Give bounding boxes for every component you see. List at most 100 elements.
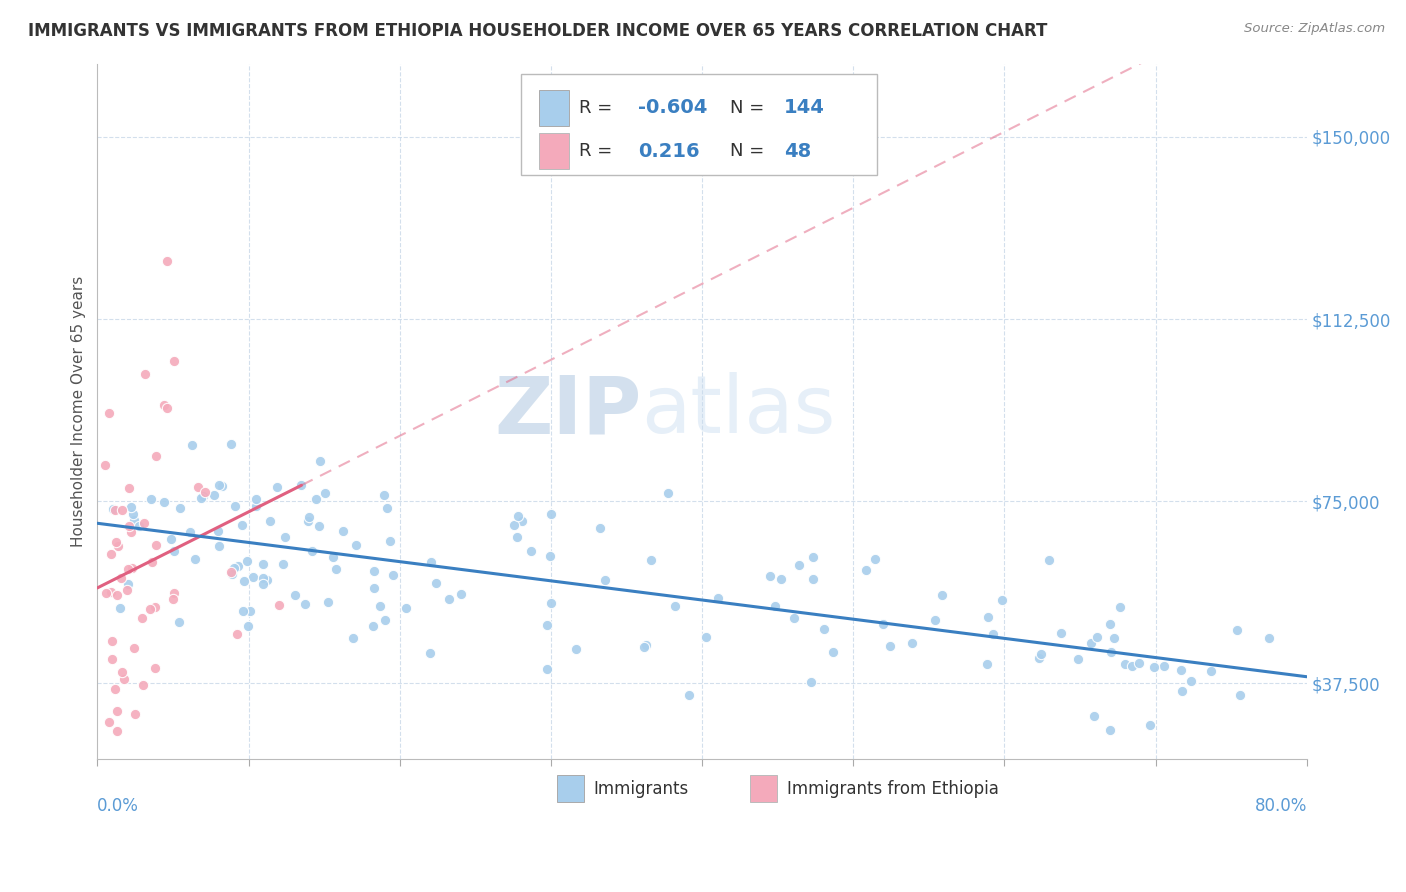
Point [981,627,1004,641]
Point [294,597,316,611]
Point [239,604,262,618]
Point [800,675,823,690]
Point [290,477,312,491]
Point [1180,674,1202,689]
Point [363,564,385,578]
Point [510,514,533,528]
Point [145,449,167,463]
Point [1114,657,1136,671]
Point [139,491,162,506]
Point [202,488,225,502]
Point [678,689,700,703]
Text: R =: R = [579,142,623,160]
Point [252,571,274,585]
Point [1170,683,1192,698]
Point [1038,553,1060,567]
Point [976,657,998,671]
Point [1028,650,1050,665]
Point [789,558,811,572]
Text: Immigrants: Immigrants [593,780,689,797]
Point [1099,723,1122,737]
Point [120,500,142,514]
Point [252,557,274,571]
Y-axis label: Householder Income Over 65 years: Householder Income Over 65 years [72,276,86,547]
Point [117,577,139,591]
Point [879,639,901,653]
Point [222,561,245,575]
Point [163,354,186,368]
Point [565,641,588,656]
Point [120,525,142,540]
Point [536,618,558,632]
Point [1102,632,1125,646]
Point [657,485,679,500]
Point [863,552,886,566]
Point [207,524,229,539]
Point [117,582,139,597]
Point [104,681,127,696]
Point [538,549,561,563]
Text: 0.216: 0.216 [638,142,700,161]
Point [309,454,332,468]
Point [256,573,278,587]
Point [271,557,294,571]
Point [332,524,354,539]
Point [640,553,662,567]
Point [1143,660,1166,674]
Point [1099,616,1122,631]
Point [219,436,242,450]
Point [450,587,472,601]
Point [184,552,207,566]
Point [1199,665,1222,679]
Point [191,489,214,503]
Point [322,550,344,565]
Point [1067,652,1090,666]
Point [94,586,117,600]
Point [1083,708,1105,723]
Point [274,530,297,544]
Point [1139,717,1161,731]
Text: 144: 144 [785,98,825,118]
Point [224,499,246,513]
Point [770,573,793,587]
Point [305,491,328,506]
Point [316,594,339,608]
Point [104,503,127,517]
Point [1050,625,1073,640]
Point [813,623,835,637]
Text: ZIP: ZIP [495,373,641,450]
Point [1153,659,1175,673]
Text: atlas: atlas [641,373,837,450]
Point [118,518,141,533]
Point [1128,656,1150,670]
Point [162,592,184,607]
Point [101,501,124,516]
Point [664,599,686,614]
Point [187,480,209,494]
Point [821,644,844,658]
Point [931,588,953,602]
Point [420,555,443,569]
Point [156,401,179,416]
Point [122,641,145,656]
Point [118,481,141,495]
Point [124,513,146,527]
Point [134,368,156,382]
Point [94,458,117,472]
Text: 80.0%: 80.0% [1254,797,1306,815]
Point [105,535,128,549]
Point [342,631,364,645]
Point [110,503,132,517]
Point [231,518,253,533]
Point [707,591,730,605]
Point [190,491,212,505]
Point [179,524,201,539]
Point [236,554,259,568]
Point [633,640,655,654]
Point [245,500,267,514]
Point [308,518,330,533]
Point [540,508,562,522]
Point [901,636,924,650]
Point [1226,624,1249,638]
Point [395,601,418,615]
